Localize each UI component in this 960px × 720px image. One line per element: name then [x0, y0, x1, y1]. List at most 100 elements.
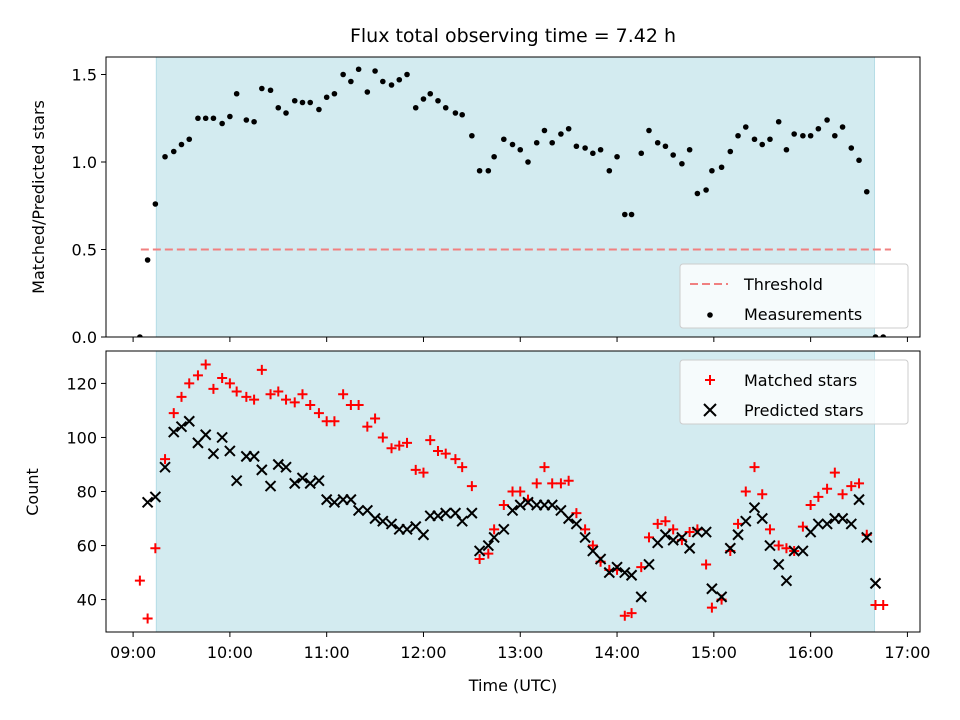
data-point	[498, 500, 509, 511]
data-point	[137, 334, 143, 337]
legend-dot-marker	[707, 312, 713, 318]
data-point	[289, 477, 301, 490]
data-point	[435, 97, 441, 104]
data-point	[587, 540, 598, 551]
data-point	[459, 111, 465, 118]
data-point	[635, 591, 647, 603]
data-point	[364, 89, 371, 95]
data-point	[144, 257, 151, 263]
data-point	[219, 120, 225, 127]
data-point	[457, 462, 468, 473]
data-point	[822, 483, 833, 494]
data-point	[654, 139, 661, 146]
data-point	[200, 359, 211, 370]
data-point	[582, 145, 588, 151]
data-point	[628, 211, 635, 218]
data-point	[781, 543, 792, 554]
data-point	[380, 78, 386, 85]
data-point	[614, 153, 620, 160]
data-point	[175, 420, 188, 433]
data-point	[558, 131, 564, 137]
data-point	[272, 458, 284, 471]
data-point	[573, 143, 580, 150]
data-point	[170, 148, 177, 155]
data-point	[715, 591, 728, 603]
data-point	[485, 167, 492, 174]
data-point	[872, 334, 879, 337]
data-point	[256, 364, 267, 375]
data-point	[878, 599, 889, 610]
y-tick-label: 60	[77, 537, 97, 556]
data-point	[807, 132, 814, 139]
x-tick-label: 09:00	[110, 643, 156, 662]
data-point	[469, 132, 475, 139]
y-tick-label: 100	[66, 428, 97, 447]
data-point	[621, 211, 628, 218]
data-point	[676, 531, 688, 544]
data-point	[547, 478, 558, 489]
data-point	[425, 435, 436, 446]
ratio-panel: 0.0 0.5 1.0 1.5 Threshold Measurements	[72, 56, 921, 347]
data-point	[307, 99, 314, 106]
data-point	[159, 461, 171, 473]
data-point	[724, 542, 736, 554]
data-point	[483, 548, 494, 559]
data-point	[482, 539, 495, 552]
data-point	[829, 467, 840, 478]
data-point	[377, 515, 389, 527]
data-point	[845, 518, 857, 530]
data-point	[735, 132, 741, 139]
data-point	[296, 472, 309, 484]
data-point	[498, 523, 510, 536]
data-point	[590, 150, 596, 157]
data-point	[800, 132, 806, 139]
y-tick-label: 1.5	[72, 66, 97, 85]
x-tick-label: 17:00	[884, 643, 930, 662]
data-point	[565, 125, 572, 132]
data-point	[709, 167, 715, 174]
data-point	[450, 454, 461, 465]
data-point	[231, 386, 242, 397]
data-point	[401, 523, 413, 536]
data-point	[208, 383, 219, 394]
data-point	[580, 524, 591, 535]
data-point	[533, 139, 540, 146]
data-point	[417, 529, 430, 541]
data-point	[473, 545, 486, 557]
data-point	[313, 408, 324, 419]
data-point	[489, 524, 500, 535]
data-point	[369, 512, 381, 525]
data-point	[176, 391, 187, 402]
data-point	[764, 539, 776, 552]
data-point	[199, 429, 212, 441]
data-point	[805, 500, 816, 511]
data-point	[856, 157, 862, 164]
data-point	[767, 136, 773, 143]
data-point	[636, 562, 647, 573]
data-point	[539, 462, 550, 473]
data-point	[501, 136, 507, 143]
data-point	[515, 486, 526, 497]
x-axis-label: Time (UTC)	[468, 676, 557, 695]
data-point	[839, 124, 846, 130]
data-point	[764, 524, 775, 535]
data-point	[853, 493, 865, 506]
data-point	[264, 480, 277, 492]
data-point	[297, 389, 308, 400]
data-point	[141, 496, 154, 509]
data-point	[345, 493, 357, 506]
data-point	[289, 397, 300, 408]
data-point	[832, 132, 838, 139]
data-point	[207, 447, 220, 460]
data-point	[706, 583, 718, 595]
data-point	[275, 104, 282, 111]
data-point	[299, 99, 306, 106]
chart-title: Flux total observing time = 7.42 h	[350, 25, 676, 47]
data-point	[440, 448, 451, 459]
data-point	[134, 575, 145, 586]
data-point	[466, 481, 477, 492]
data-point	[733, 518, 744, 529]
y-axis-label-top: Matched/Predicted stars	[29, 100, 48, 294]
plot-area	[137, 66, 891, 337]
